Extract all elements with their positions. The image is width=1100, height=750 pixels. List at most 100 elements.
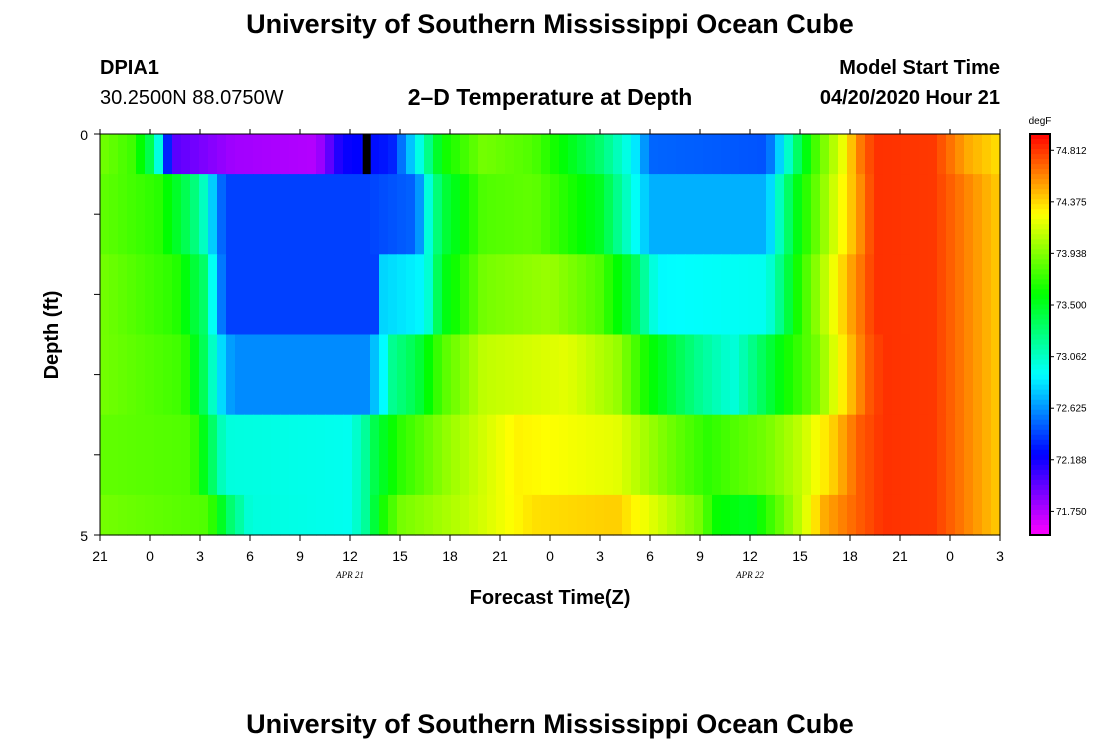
heatmap-cell [271,414,281,496]
heatmap-cell [172,174,182,255]
heatmap-cell [766,414,776,496]
heatmap-cell [703,494,713,536]
heatmap-cell [181,134,191,175]
heatmap-cell [910,254,920,336]
heatmap-cell [523,174,533,255]
heatmap-cell [379,414,389,496]
heatmap-cell [865,254,875,336]
heatmap-cell [604,174,614,255]
heatmap-cell [892,254,902,336]
page-title: University of Southern Mississippi Ocean… [246,9,854,39]
heatmap-cell [622,414,632,496]
heatmap-cell [307,334,317,416]
heatmap-cell [667,174,677,255]
colorbar-step [1030,479,1050,486]
colorbar-step [1030,289,1050,295]
heatmap-cell [217,414,227,496]
date-label: APR 21 [335,570,364,580]
heatmap-cell [802,174,812,255]
colorbar-step [1030,139,1050,145]
heatmap-cell [559,334,569,416]
heatmap-cell [460,494,470,536]
heatmap-cell [874,174,884,255]
heatmap-cell [568,174,578,255]
heatmap-cell [883,174,893,255]
heatmap-cell [352,334,362,416]
heatmap-cell [847,334,857,416]
heatmap-cell [541,414,551,496]
heatmap-cell [532,134,542,175]
heatmap-cell [271,174,281,255]
heatmap-cell [694,494,704,536]
heatmap-cell [370,414,380,496]
colorbar-tick-label: 73.938 [1056,249,1087,260]
heatmap-cell [856,254,866,336]
heatmap-cell [478,254,488,336]
colorbar-step [1030,409,1050,416]
heatmap-cell [388,254,398,336]
heatmap-cell [442,334,452,416]
heatmap-cell [613,414,623,496]
colorbar: degF 74.812 74.375 73.938 73.500 73.062 72.625… [1029,116,1087,536]
heatmap-cell [694,174,704,255]
heatmap-cell [325,494,335,536]
heatmap-cell [109,494,119,536]
heatmap-cell [793,334,803,416]
colorbar-step [1030,484,1050,491]
colorbar-step [1030,169,1050,175]
colorbar-unit: degF [1029,116,1052,127]
heatmap-cell [604,334,614,416]
heatmap-cell [829,134,839,175]
heatmap-cell [424,414,434,496]
station-id: DPIA1 [100,57,159,79]
heatmap-cell [559,174,569,255]
heatmap-cell [595,334,605,416]
colorbar-step [1030,209,1050,215]
heatmap-cell [469,174,479,255]
heatmap-cell [262,174,272,255]
heatmap-cell [811,334,821,416]
heatmap-cell [262,134,272,175]
heatmap-cell [586,414,596,496]
heatmap-cell [838,254,848,336]
heatmap-cell [640,174,650,255]
heatmap-cell [973,254,983,336]
heatmap-cell [406,414,416,496]
heatmap-cell [343,254,353,336]
x-tick-label: 9 [696,548,704,564]
heatmap-cell [172,254,182,336]
heatmap-cell [946,174,956,255]
colorbar-step [1030,189,1050,195]
heatmap-cell [811,174,821,255]
heatmap-cell [127,494,137,536]
colorbar-step [1030,399,1050,406]
heatmap-cell [379,334,389,416]
heatmap-cell [883,414,893,496]
colorbar-step [1030,434,1050,441]
heatmap-cell [658,134,668,175]
heatmap-cell [244,334,254,416]
heatmap-cell [829,174,839,255]
heatmap-cell [532,254,542,336]
colorbar-step [1030,284,1050,290]
heatmap-cell [514,134,524,175]
heatmap-cell [703,414,713,496]
colorbar-step [1030,259,1050,265]
heatmap-cell [424,134,434,175]
heatmap-cell [163,174,173,255]
heatmap-cell [784,174,794,255]
heatmap-cell [199,174,209,255]
heatmap-cell [721,134,731,175]
heatmap-cell [685,254,695,336]
heatmap-cell [676,254,686,336]
heatmap-cell [100,174,110,255]
colorbar-step [1030,464,1050,471]
heatmap-cell [154,334,164,416]
black-marker [362,134,371,175]
heatmap-cell [343,134,353,175]
heatmap-cell [244,254,254,336]
heatmap-cell [613,494,623,536]
heatmap-cell [289,174,299,255]
heatmap-cell [334,414,344,496]
heatmap-cell [649,174,659,255]
